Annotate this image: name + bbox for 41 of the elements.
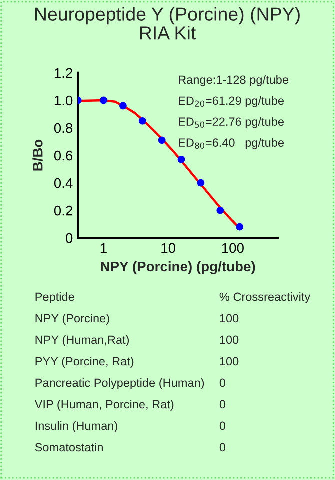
text: Somatostatin	[35, 442, 103, 452]
text: 0	[220, 400, 226, 409]
y-tick-label: 0	[66, 233, 73, 244]
text: 0	[220, 422, 226, 430]
annotation: Range:1-128 pg/tube	[179, 75, 288, 86]
point	[197, 179, 205, 187]
text: 100	[220, 314, 239, 323]
y-tick-label: 0.4	[54, 178, 73, 188]
point	[100, 96, 108, 104]
annotation: ED$_{50}$=22.76 pg/tube	[179, 117, 284, 128]
y-tick-label: 1.0	[54, 96, 73, 106]
text: PYY (Porcine, Rat)	[36, 356, 134, 368]
chart-title: Neuropeptide Y (Porcine) (NPY) RIA Kit	[35, 7, 300, 40]
y-axis-title: B/Bo	[32, 140, 43, 171]
point	[138, 117, 146, 125]
x-tick-label: 10	[162, 243, 176, 254]
text: 100	[220, 336, 239, 344]
point	[120, 102, 127, 110]
x-tick-label: 1	[100, 243, 107, 254]
point	[158, 136, 166, 144]
x-tick-label: 100	[222, 243, 244, 254]
y-tick-label: 0.2	[54, 206, 72, 216]
text: 0	[220, 378, 226, 388]
text: % Crossreactivity	[220, 292, 311, 304]
text: VIP (Human, Porcine, Rat)	[34, 400, 174, 411]
point	[216, 206, 224, 214]
y-tick-label: 0.8	[54, 123, 73, 134]
y-tick-label: 0.6	[54, 150, 73, 161]
text: NPY (Human,Rat)	[36, 335, 130, 346]
text: Peptide	[36, 292, 74, 304]
text: Insulin (Human)	[36, 421, 118, 432]
x-axis-title: NPY (Porcine) (pg/tube)	[101, 261, 256, 274]
y-tick-label: 1.2	[54, 68, 72, 78]
point	[178, 156, 186, 164]
text: NPY (Porcine)	[36, 314, 110, 325]
text: 0	[220, 443, 226, 452]
point	[236, 223, 244, 231]
text: 100	[220, 357, 239, 366]
annotation: ED$_{80}$=6.40 pg/tube	[179, 138, 284, 150]
text: Pancreatic Polypeptide (Human)	[36, 378, 204, 390]
annotation: ED$_{20}$=61.29 pg/tube	[179, 96, 284, 108]
